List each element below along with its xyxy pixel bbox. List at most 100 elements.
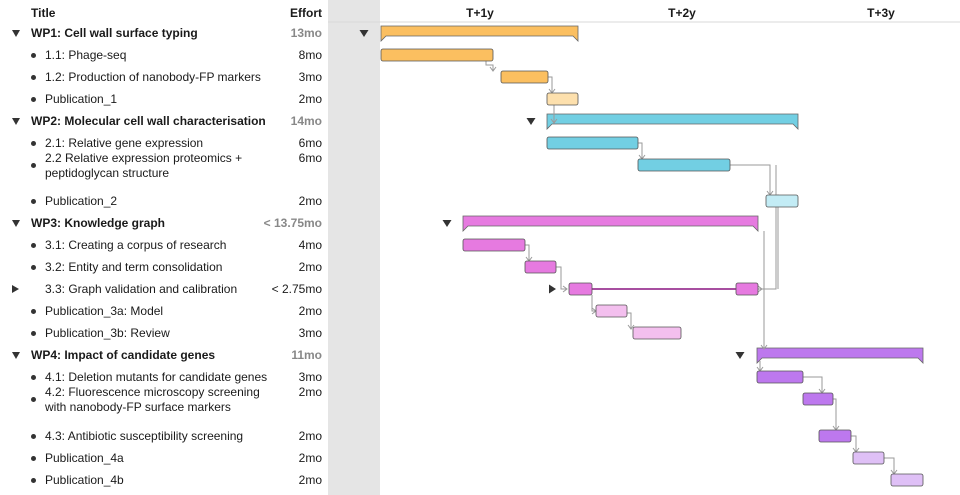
- task-effort: 14mo: [290, 114, 322, 128]
- bar-1-1-phage-seq[interactable]: [380, 48, 494, 62]
- dependency-arrow: [591, 295, 596, 312]
- task-effort: 2mo: [298, 260, 322, 274]
- arrow-head: [562, 285, 568, 293]
- task-label: 3.3: Graph validation and calibration: [45, 282, 237, 297]
- arrow-head: [489, 66, 497, 72]
- collapse-triangle-icon[interactable]: [12, 352, 20, 359]
- task-label-line: 4.3: Antibiotic susceptibility screening: [45, 429, 244, 443]
- task-label-line: Publication_4b: [45, 473, 124, 487]
- bar-2-2-proteomics[interactable]: [637, 158, 731, 172]
- task-effort: 2mo: [298, 473, 322, 487]
- bar-publication-4a[interactable]: [852, 451, 885, 465]
- task-label-line: 4.1: Deletion mutants for candidate gene…: [45, 370, 268, 384]
- bullet-icon: [31, 331, 36, 336]
- bullet-icon: [31, 478, 36, 483]
- task-label: Publication_3b: Review: [45, 326, 170, 341]
- task-label: WP3: Knowledge graph: [31, 216, 165, 231]
- timeline-label-y1: T+1y: [466, 6, 494, 20]
- arrow-head: [757, 285, 763, 293]
- bullet-icon: [31, 199, 36, 204]
- task-label: 1.2: Production of nanobody-FP markers: [45, 70, 261, 85]
- bullet-icon: [31, 75, 36, 80]
- task-label: WP2: Molecular cell wall characterisatio…: [31, 114, 266, 129]
- task-label: Publication_2: [45, 194, 117, 209]
- bar-1-2-nanobody-markers[interactable]: [500, 70, 549, 84]
- task-label: 3.1: Creating a corpus of research: [45, 238, 226, 253]
- expand-triangle-icon[interactable]: [12, 285, 19, 293]
- collapse-triangle-icon[interactable]: [735, 352, 745, 359]
- collapse-triangle-icon[interactable]: [442, 220, 452, 227]
- bar-publication-3b[interactable]: [632, 326, 682, 340]
- bullet-icon: [31, 375, 36, 380]
- bullet-icon: [31, 97, 36, 102]
- timeline-label-y3: T+3y: [867, 6, 895, 20]
- task-label: Publication_1: [45, 92, 117, 107]
- column-header-title: Title: [31, 6, 56, 20]
- bar-4-2-microscopy[interactable]: [802, 392, 834, 406]
- expand-triangle-icon[interactable]: [549, 284, 556, 294]
- task-effort: < 13.75mo: [263, 216, 322, 230]
- task-effort: 2mo: [298, 385, 322, 399]
- arrow-head: [627, 324, 635, 330]
- collapse-triangle-icon[interactable]: [12, 30, 20, 37]
- task-label: 4.2: Fluorescence microscopy screening wi…: [45, 385, 260, 415]
- dependency-arrow: [803, 376, 823, 393]
- task-label-line: 3.2: Entity and term consolidation: [45, 260, 223, 274]
- task-effort: 8mo: [298, 48, 322, 62]
- wp2-summary-bar[interactable]: [546, 113, 799, 130]
- task-label: 1.1: Phage-seq: [45, 48, 126, 63]
- dependency-arrow: [758, 165, 777, 290]
- bullet-icon: [31, 397, 36, 402]
- dependency-arrow: [556, 266, 567, 290]
- bar-3-3-start[interactable]: [568, 282, 593, 296]
- task-effort: 2mo: [298, 92, 322, 106]
- bar-publication-2[interactable]: [765, 194, 799, 208]
- bar-publication-1[interactable]: [546, 92, 579, 106]
- collapse-triangle-icon[interactable]: [12, 118, 20, 125]
- dependency-arrow: [851, 435, 857, 452]
- bar-4-3-antibiotic[interactable]: [818, 429, 852, 443]
- task-effort: 4mo: [298, 238, 322, 252]
- bullet-icon: [31, 309, 36, 314]
- bullet-icon: [31, 265, 36, 270]
- bullet-icon: [31, 163, 36, 168]
- bar-3-3-end[interactable]: [735, 282, 759, 296]
- collapse-triangle-icon[interactable]: [359, 30, 369, 37]
- task-effort: 2mo: [298, 304, 322, 318]
- bar-4-1-deletion-mutants[interactable]: [756, 370, 804, 384]
- bullet-icon: [31, 141, 36, 146]
- collapse-triangle-icon[interactable]: [12, 220, 20, 227]
- wp1-summary-bar[interactable]: [380, 25, 579, 42]
- arrow-head: [550, 118, 558, 124]
- task-effort: 6mo: [298, 151, 322, 165]
- task-effort: 3mo: [298, 370, 322, 384]
- task-label-line: WP1: Cell wall surface typing: [31, 26, 198, 40]
- task-effort: 2mo: [298, 451, 322, 465]
- dependency-arrow: [884, 457, 895, 474]
- task-label-line: 1.1: Phage-seq: [45, 48, 127, 62]
- bar-publication-4b[interactable]: [890, 473, 924, 487]
- task-effort: 11mo: [291, 348, 322, 362]
- wp4-summary-bar[interactable]: [756, 347, 924, 364]
- task-effort: 2mo: [298, 194, 322, 208]
- task-effort: < 2.75mo: [271, 282, 322, 296]
- task-label: 3.2: Entity and term consolidation: [45, 260, 222, 275]
- task-effort: 6mo: [298, 136, 322, 150]
- task-label: 4.1: Deletion mutants for candidate gene…: [45, 370, 267, 385]
- task-label-line: 4.2: Fluorescence microscopy screening: [45, 385, 260, 399]
- bullet-icon: [31, 53, 36, 58]
- task-label: Publication_3a: Model: [45, 304, 163, 319]
- task-label-line: Publication_2: [45, 194, 118, 208]
- dependency-arrow: [638, 142, 643, 159]
- collapse-triangle-icon[interactable]: [526, 118, 536, 125]
- bullet-icon: [31, 243, 36, 248]
- wp3-summary-bar[interactable]: [462, 215, 759, 232]
- bar-publication-3a[interactable]: [595, 304, 628, 318]
- bar-3-1-corpus[interactable]: [462, 238, 526, 252]
- bar-3-2-entity-consolidation[interactable]: [524, 260, 557, 274]
- dependency-arrow: [627, 312, 632, 329]
- task-effort: 2mo: [298, 429, 322, 443]
- bar-2-1-gene-expression[interactable]: [546, 136, 639, 150]
- task-label-line: Publication_4a: [45, 451, 124, 465]
